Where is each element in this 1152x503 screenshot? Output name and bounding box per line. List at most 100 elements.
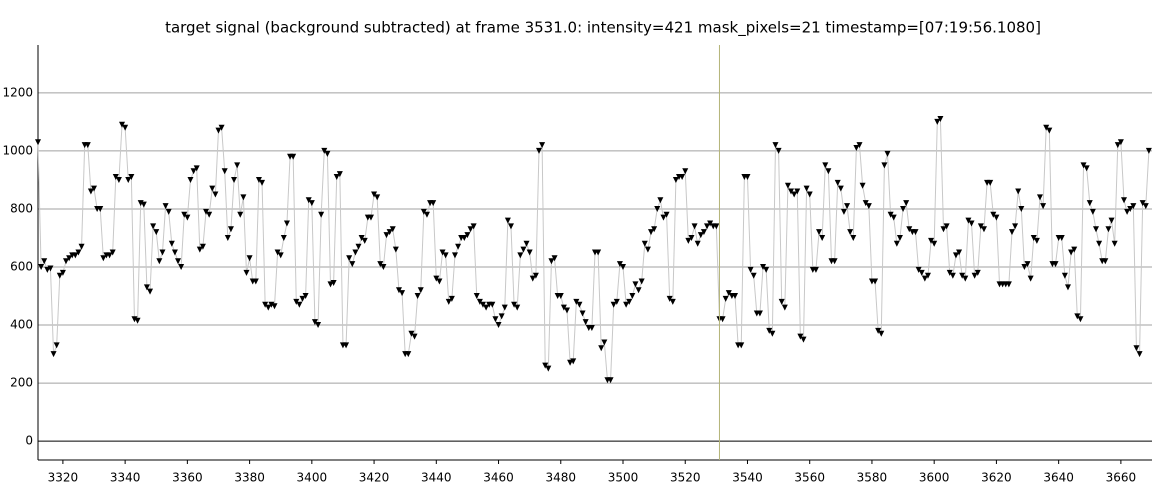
point [1040,203,1047,210]
point [968,220,975,227]
point [324,150,331,157]
point [1092,226,1099,233]
point [896,234,903,241]
point [377,261,384,268]
point [847,229,854,236]
x-tick-label: 3600 [919,471,950,485]
point [952,252,959,259]
y-tick-label: 600 [10,260,33,274]
point [638,278,645,285]
point [946,269,953,276]
point [283,220,290,227]
point [704,223,711,230]
point [498,313,505,320]
point [595,249,602,256]
point [78,243,85,250]
point [760,264,767,271]
point [308,200,315,207]
point [59,269,66,276]
point [514,304,521,311]
point [374,194,381,201]
point [666,295,673,302]
point [1071,246,1078,253]
point [1043,124,1050,131]
point [781,304,788,311]
y-tick-label: 1000 [2,143,33,157]
point [641,240,648,247]
point [523,240,530,247]
point [890,214,897,221]
point [47,265,54,272]
point [206,211,213,218]
point [405,351,412,358]
point [598,345,605,352]
point [856,142,863,149]
point [517,252,524,259]
point [171,249,178,256]
x-tick-label: 3520 [670,471,701,485]
point [1136,351,1143,358]
point [35,139,41,146]
point [467,226,474,233]
point [576,301,583,308]
point [1018,205,1025,212]
point [610,301,617,308]
point [1021,264,1028,271]
point [844,203,851,210]
point [816,229,823,236]
point [321,147,328,154]
point [545,365,552,372]
point [959,272,966,279]
point [259,179,266,186]
point [100,255,107,262]
point [178,264,185,271]
point [277,252,284,259]
x-tick-label: 3480 [545,471,576,485]
x-tick-label: 3620 [981,471,1012,485]
point [483,304,490,311]
point [63,258,70,265]
point [688,234,695,241]
point [937,116,944,123]
point [613,298,620,305]
point [318,211,325,218]
point [803,185,810,192]
point [623,301,630,308]
point [343,342,350,349]
point [1012,223,1019,230]
point [417,287,424,294]
chart-title: target signal (background subtracted) at… [165,19,1041,38]
point [819,234,826,241]
point [797,333,804,340]
point [128,174,135,181]
point [579,310,586,317]
point [573,298,580,305]
point [122,124,129,131]
point [875,327,882,334]
point [511,301,518,308]
point [433,275,440,282]
point [489,301,496,308]
point [165,208,172,215]
point [280,234,287,241]
point [987,179,994,186]
point [878,330,885,337]
point [1114,142,1121,149]
x-tick-label: 3380 [234,471,265,485]
point [1068,249,1075,256]
point [168,240,175,247]
point [221,168,228,175]
point [766,327,773,334]
point [837,185,844,192]
point [240,194,247,201]
point [439,249,446,256]
point [383,232,390,239]
point [252,278,259,285]
point [872,278,879,285]
x-tick-label: 3340 [110,471,141,485]
point [358,234,365,241]
point [520,246,527,253]
point [900,205,907,212]
point [305,197,312,204]
point [663,211,670,218]
